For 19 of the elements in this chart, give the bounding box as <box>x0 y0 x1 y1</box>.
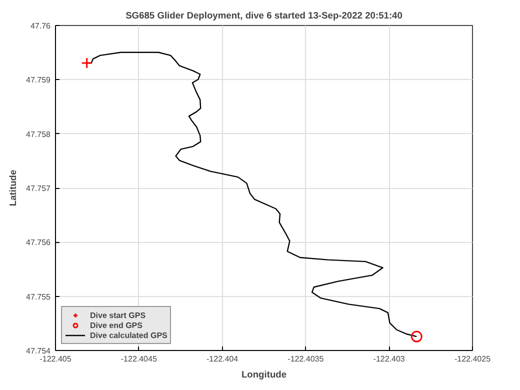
y-tick-label: 47.754 <box>26 346 52 356</box>
y-axis-title: Latitude <box>8 170 18 206</box>
x-tick-label: -122.405 <box>40 354 72 364</box>
legend-label: Dive start GPS <box>90 310 146 320</box>
legend-label: Dive end GPS <box>90 320 142 330</box>
x-axis-title: Longitude <box>241 370 287 380</box>
y-tick-label: 47.758 <box>26 130 52 139</box>
y-tick-label: 47.755 <box>26 292 52 302</box>
x-tick-label: -122.4035 <box>288 354 324 364</box>
legend-label: Dive calculated GPS <box>90 330 168 340</box>
chart-title: SG685 Glider Deployment, dive 6 started 13-Sep-2022 20:51:40 <box>126 10 402 20</box>
x-tick-label: -122.4045 <box>120 354 158 364</box>
x-tick-label: -122.4025 <box>454 354 492 364</box>
x-tick-label: -122.403 <box>373 354 406 364</box>
y-tick-label: 47.757 <box>26 184 52 193</box>
y-tick-label: 47.76 <box>30 22 52 30</box>
y-tick-label: 47.756 <box>26 238 52 248</box>
x-tick-label: -122.404 <box>206 354 239 364</box>
y-tick-label: 47.759 <box>26 76 52 85</box>
